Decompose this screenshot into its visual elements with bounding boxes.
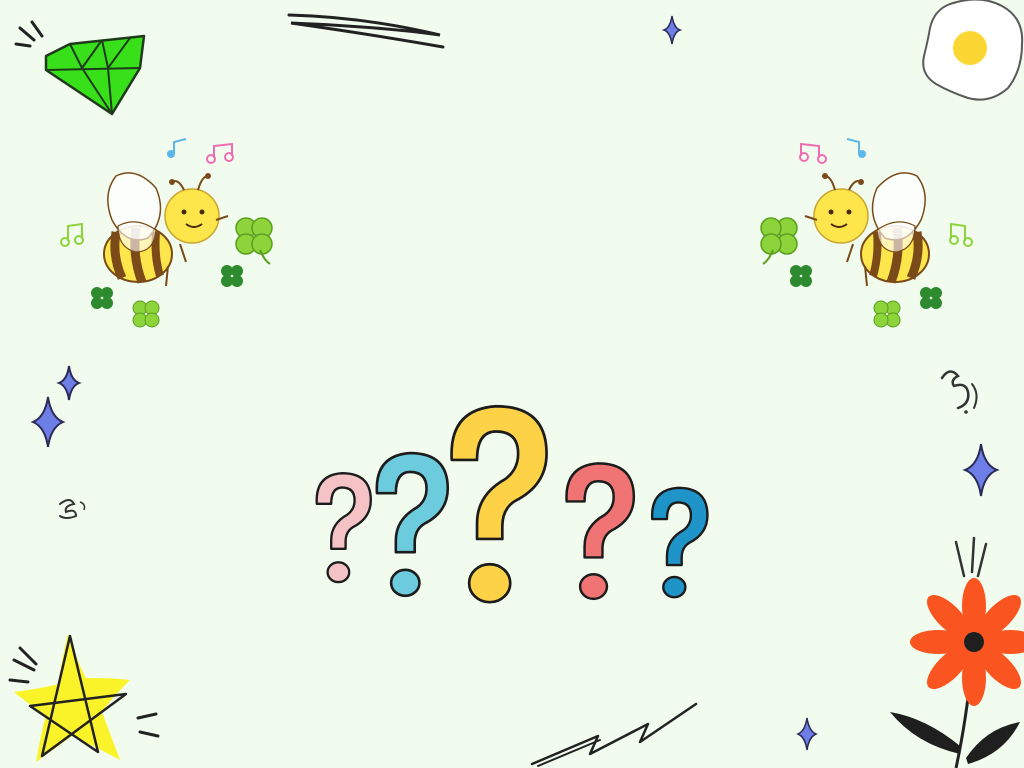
bee-icon [760, 138, 973, 328]
question-mark-blue [650, 486, 709, 599]
squiggle-doodle [940, 370, 978, 414]
squiggle-doodle [59, 499, 86, 519]
sparkle-icon [30, 396, 66, 448]
question-marks-group [315, 404, 709, 604]
question-mark-coral [565, 462, 636, 601]
fried-egg-icon [922, 0, 1024, 101]
sparkle-icon [661, 15, 683, 45]
scribble-line-top [287, 13, 445, 49]
star-icon [8, 634, 160, 762]
question-mark-yellow [450, 404, 548, 604]
clover-icon [132, 300, 160, 328]
question-mark-teal [375, 451, 450, 598]
gem-icon [14, 20, 146, 116]
sparkle-icon [56, 365, 82, 401]
sparkle-icon [962, 443, 1000, 497]
clover-icon [873, 300, 901, 328]
clover-icon [920, 287, 942, 309]
question-mark-pink [315, 472, 372, 584]
sparkle-icon [796, 717, 818, 751]
music-note-icon [799, 138, 973, 247]
clover-icon [221, 265, 243, 287]
bee-icon [60, 138, 273, 328]
flower-icon [890, 536, 1024, 768]
clover-icon [235, 217, 273, 265]
clover-icon [91, 287, 113, 309]
clover-icon [760, 217, 798, 265]
clover-icon [790, 265, 812, 287]
music-note-icon [60, 138, 234, 247]
zigzag-line-bottom [530, 702, 698, 767]
